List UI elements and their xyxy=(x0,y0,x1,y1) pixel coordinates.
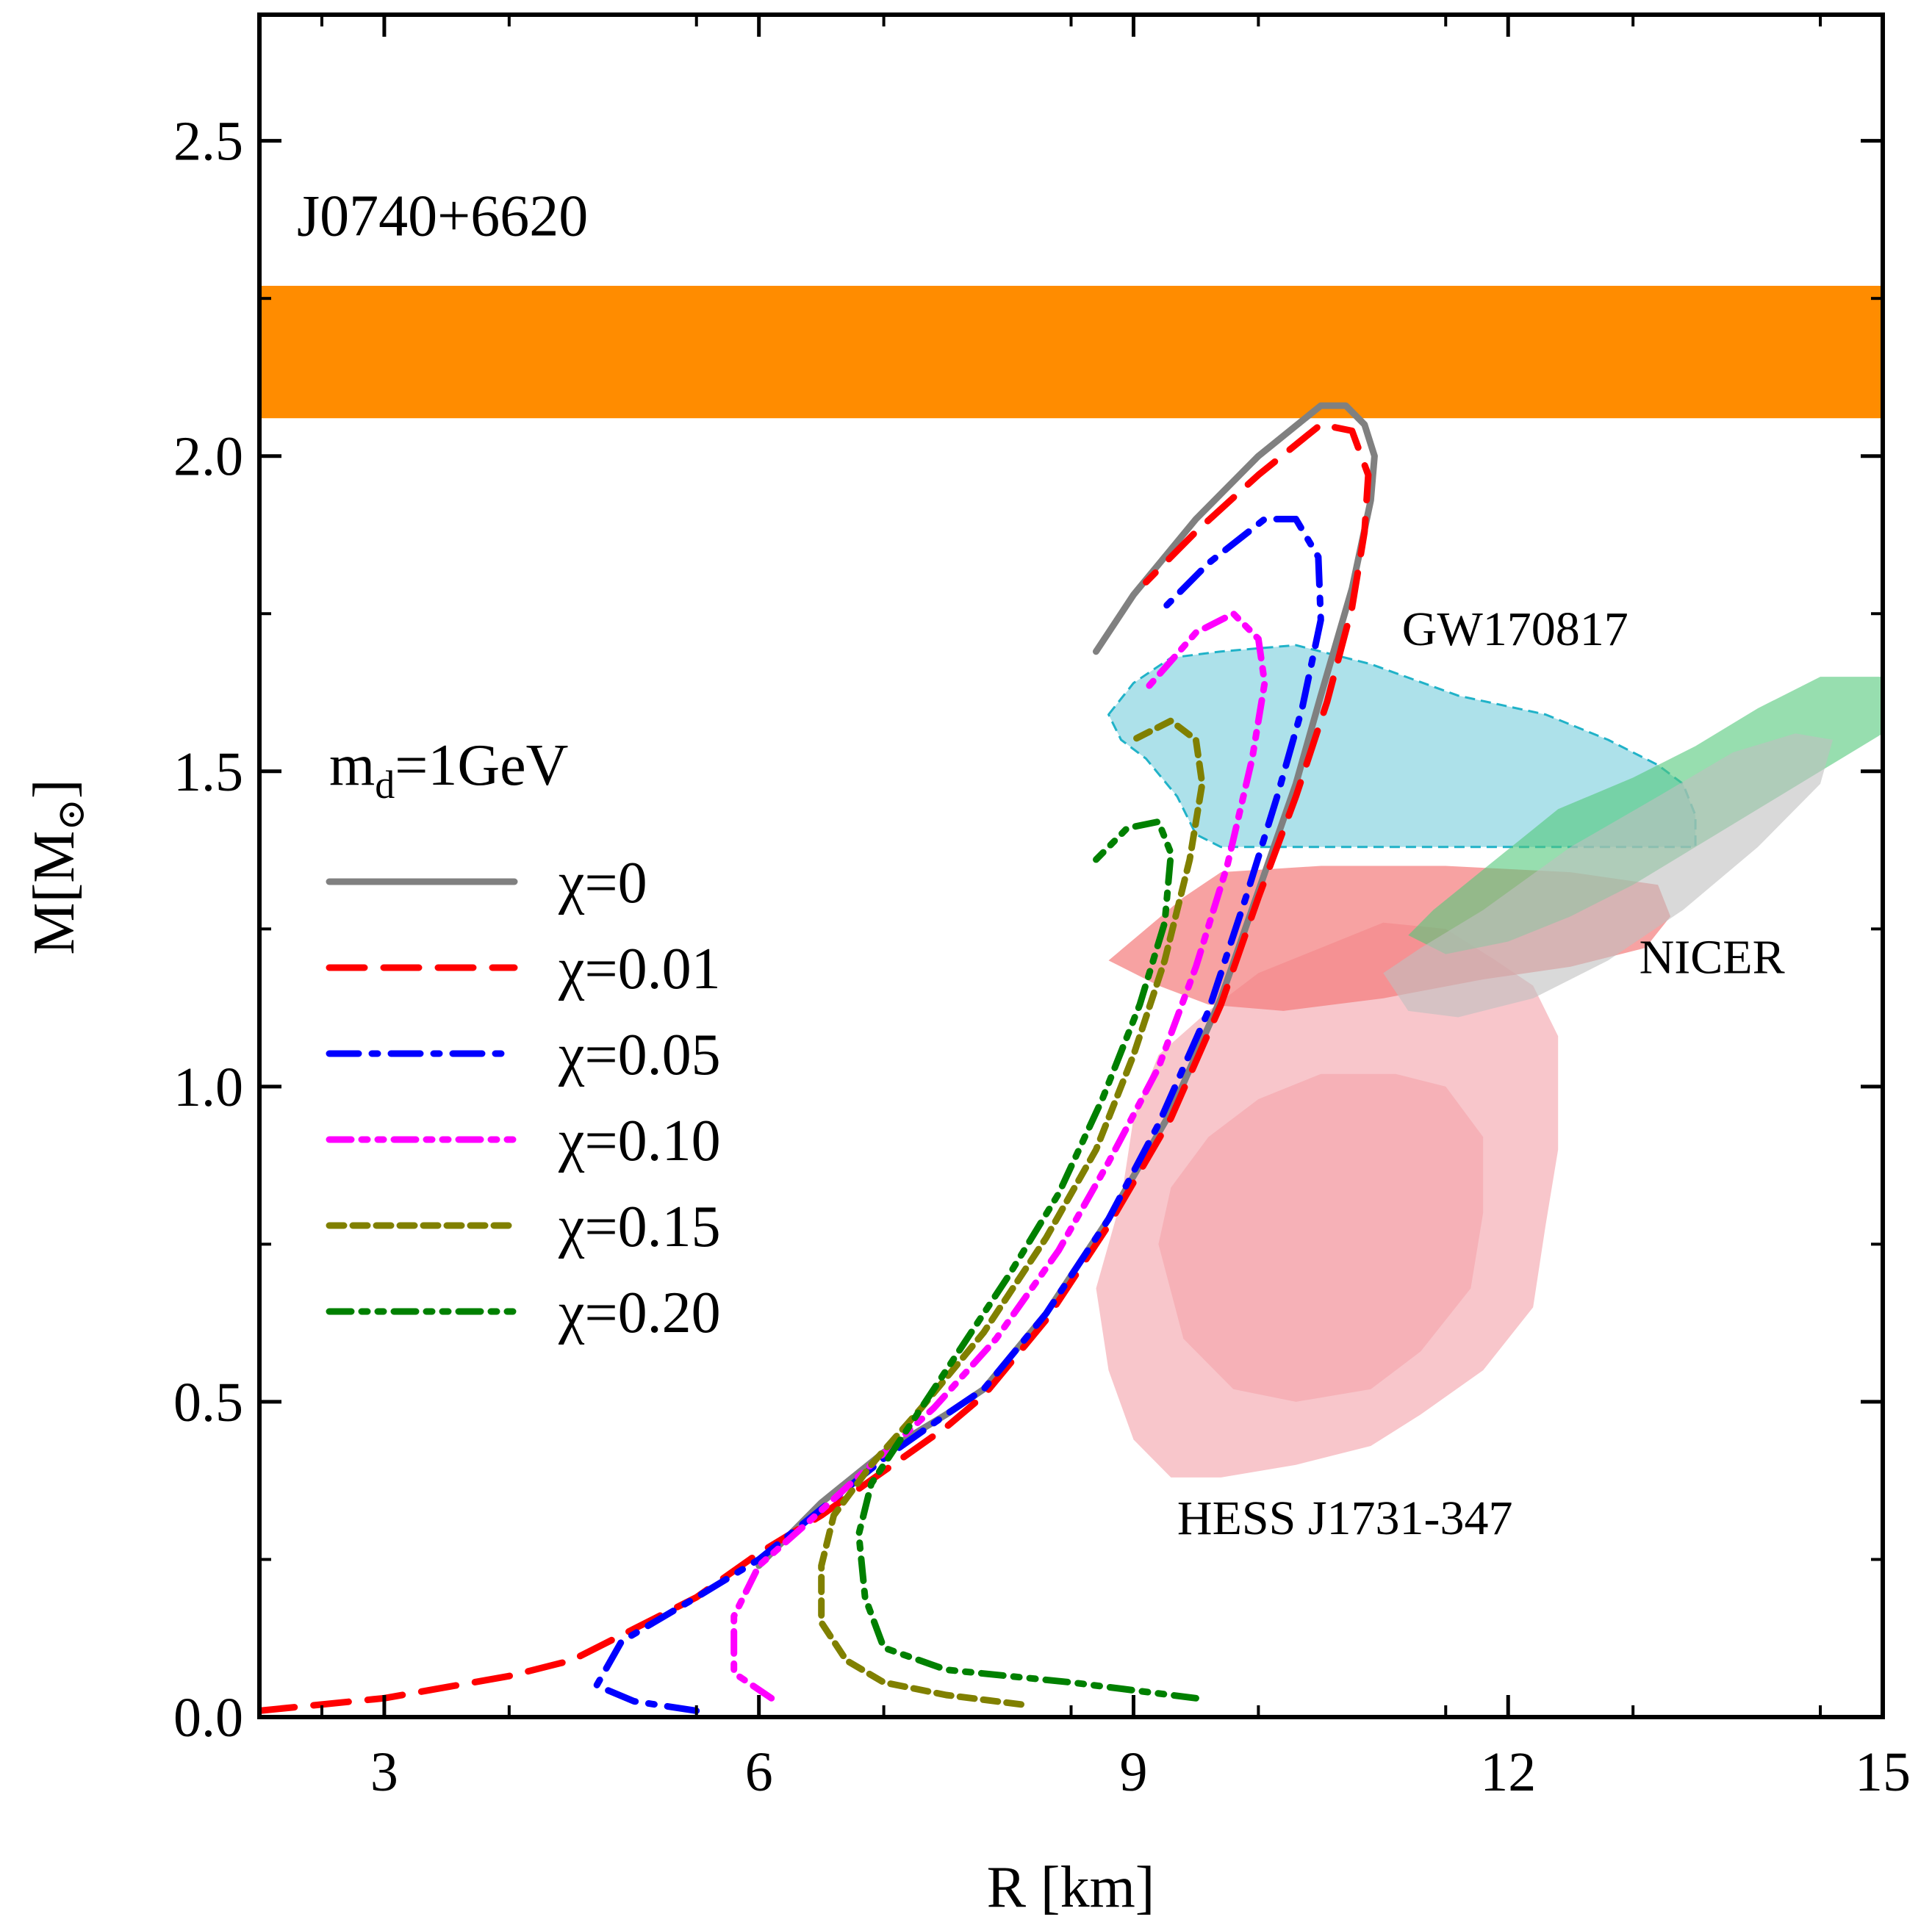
y-tick-label: 0.5 xyxy=(173,1372,243,1433)
bands-layer xyxy=(259,286,1883,419)
legend-label-0-15: χ=0.15 xyxy=(558,1195,721,1259)
y-axis-title-close: ] xyxy=(22,779,87,799)
legend-label-0-10: χ=0.10 xyxy=(558,1109,721,1173)
series-line-0-15 xyxy=(818,717,1206,1708)
y-tick-label: 2.0 xyxy=(173,426,243,488)
legend: md=1GeV χ=0 χ=0.01 χ=0.05 χ=0.10 χ=0.15 χ=0.2… xyxy=(326,733,721,1345)
region-hess-j1731-347-inner xyxy=(1158,1073,1484,1402)
annotation-gw170817: GW170817 xyxy=(1402,602,1628,656)
band-j0740-6620 xyxy=(259,286,1883,419)
legend-title-sub: d xyxy=(375,763,395,807)
ticks-layer xyxy=(259,15,1885,1719)
legend-label-0-05: χ=0.05 xyxy=(558,1023,721,1087)
y-tick-label: 1.0 xyxy=(173,1057,243,1118)
annotation-nicer: NICER xyxy=(1640,930,1785,984)
y-axis-title-main: M[M xyxy=(22,831,87,955)
legend-title: md=1GeV xyxy=(329,733,568,807)
legend-label-0-01: χ=0.01 xyxy=(558,937,721,1001)
x-tick-label: 15 xyxy=(1855,1741,1911,1803)
legend-title-rest: =1GeV xyxy=(395,733,568,798)
legend-label-0-20: χ=0.20 xyxy=(558,1281,721,1345)
series-line-0-10 xyxy=(730,610,1268,1702)
series-line-0-01 xyxy=(259,421,1372,1714)
region-gw170817 xyxy=(1107,644,1697,849)
regions-layer xyxy=(1096,644,1883,1478)
y-axis-title: M[M⊙] xyxy=(22,779,93,954)
x-tick-label: 9 xyxy=(1119,1741,1147,1803)
series-line-0-05 xyxy=(593,516,1324,1714)
x-tick-label: 6 xyxy=(745,1741,773,1803)
annotation-hess-j1731-347: HESS J1731-347 xyxy=(1177,1492,1513,1545)
x-axis-title: R [km] xyxy=(987,1855,1155,1920)
tick-labels-layer: 3 6 9 12 15 0.0 0.5 1.0 1.5 2.0 2.5 xyxy=(173,111,1911,1803)
x-tick-label: 12 xyxy=(1480,1741,1536,1803)
y-tick-label: 2.5 xyxy=(173,111,243,173)
annotation-j0740-6620: J0740+6620 xyxy=(297,184,588,248)
x-tick-label: 3 xyxy=(370,1741,398,1803)
legend-entries: χ=0 χ=0.01 χ=0.05 χ=0.10 χ=0.15 χ=0.20 xyxy=(326,851,721,1345)
y-tick-label: 1.5 xyxy=(173,741,243,803)
y-axis-title-sub: ⊙ xyxy=(51,799,93,831)
y-tick-label: 0.0 xyxy=(173,1687,243,1749)
legend-label-0: χ=0 xyxy=(558,851,647,915)
legend-title-main: m xyxy=(329,733,375,798)
annotations-layer: J0740+6620 GW170817 NICER HESS J1731-347 xyxy=(297,184,1785,1545)
series-line-0-20 xyxy=(855,818,1199,1702)
series-layer xyxy=(259,402,1378,1714)
region-nicer-grey xyxy=(1383,733,1833,1018)
